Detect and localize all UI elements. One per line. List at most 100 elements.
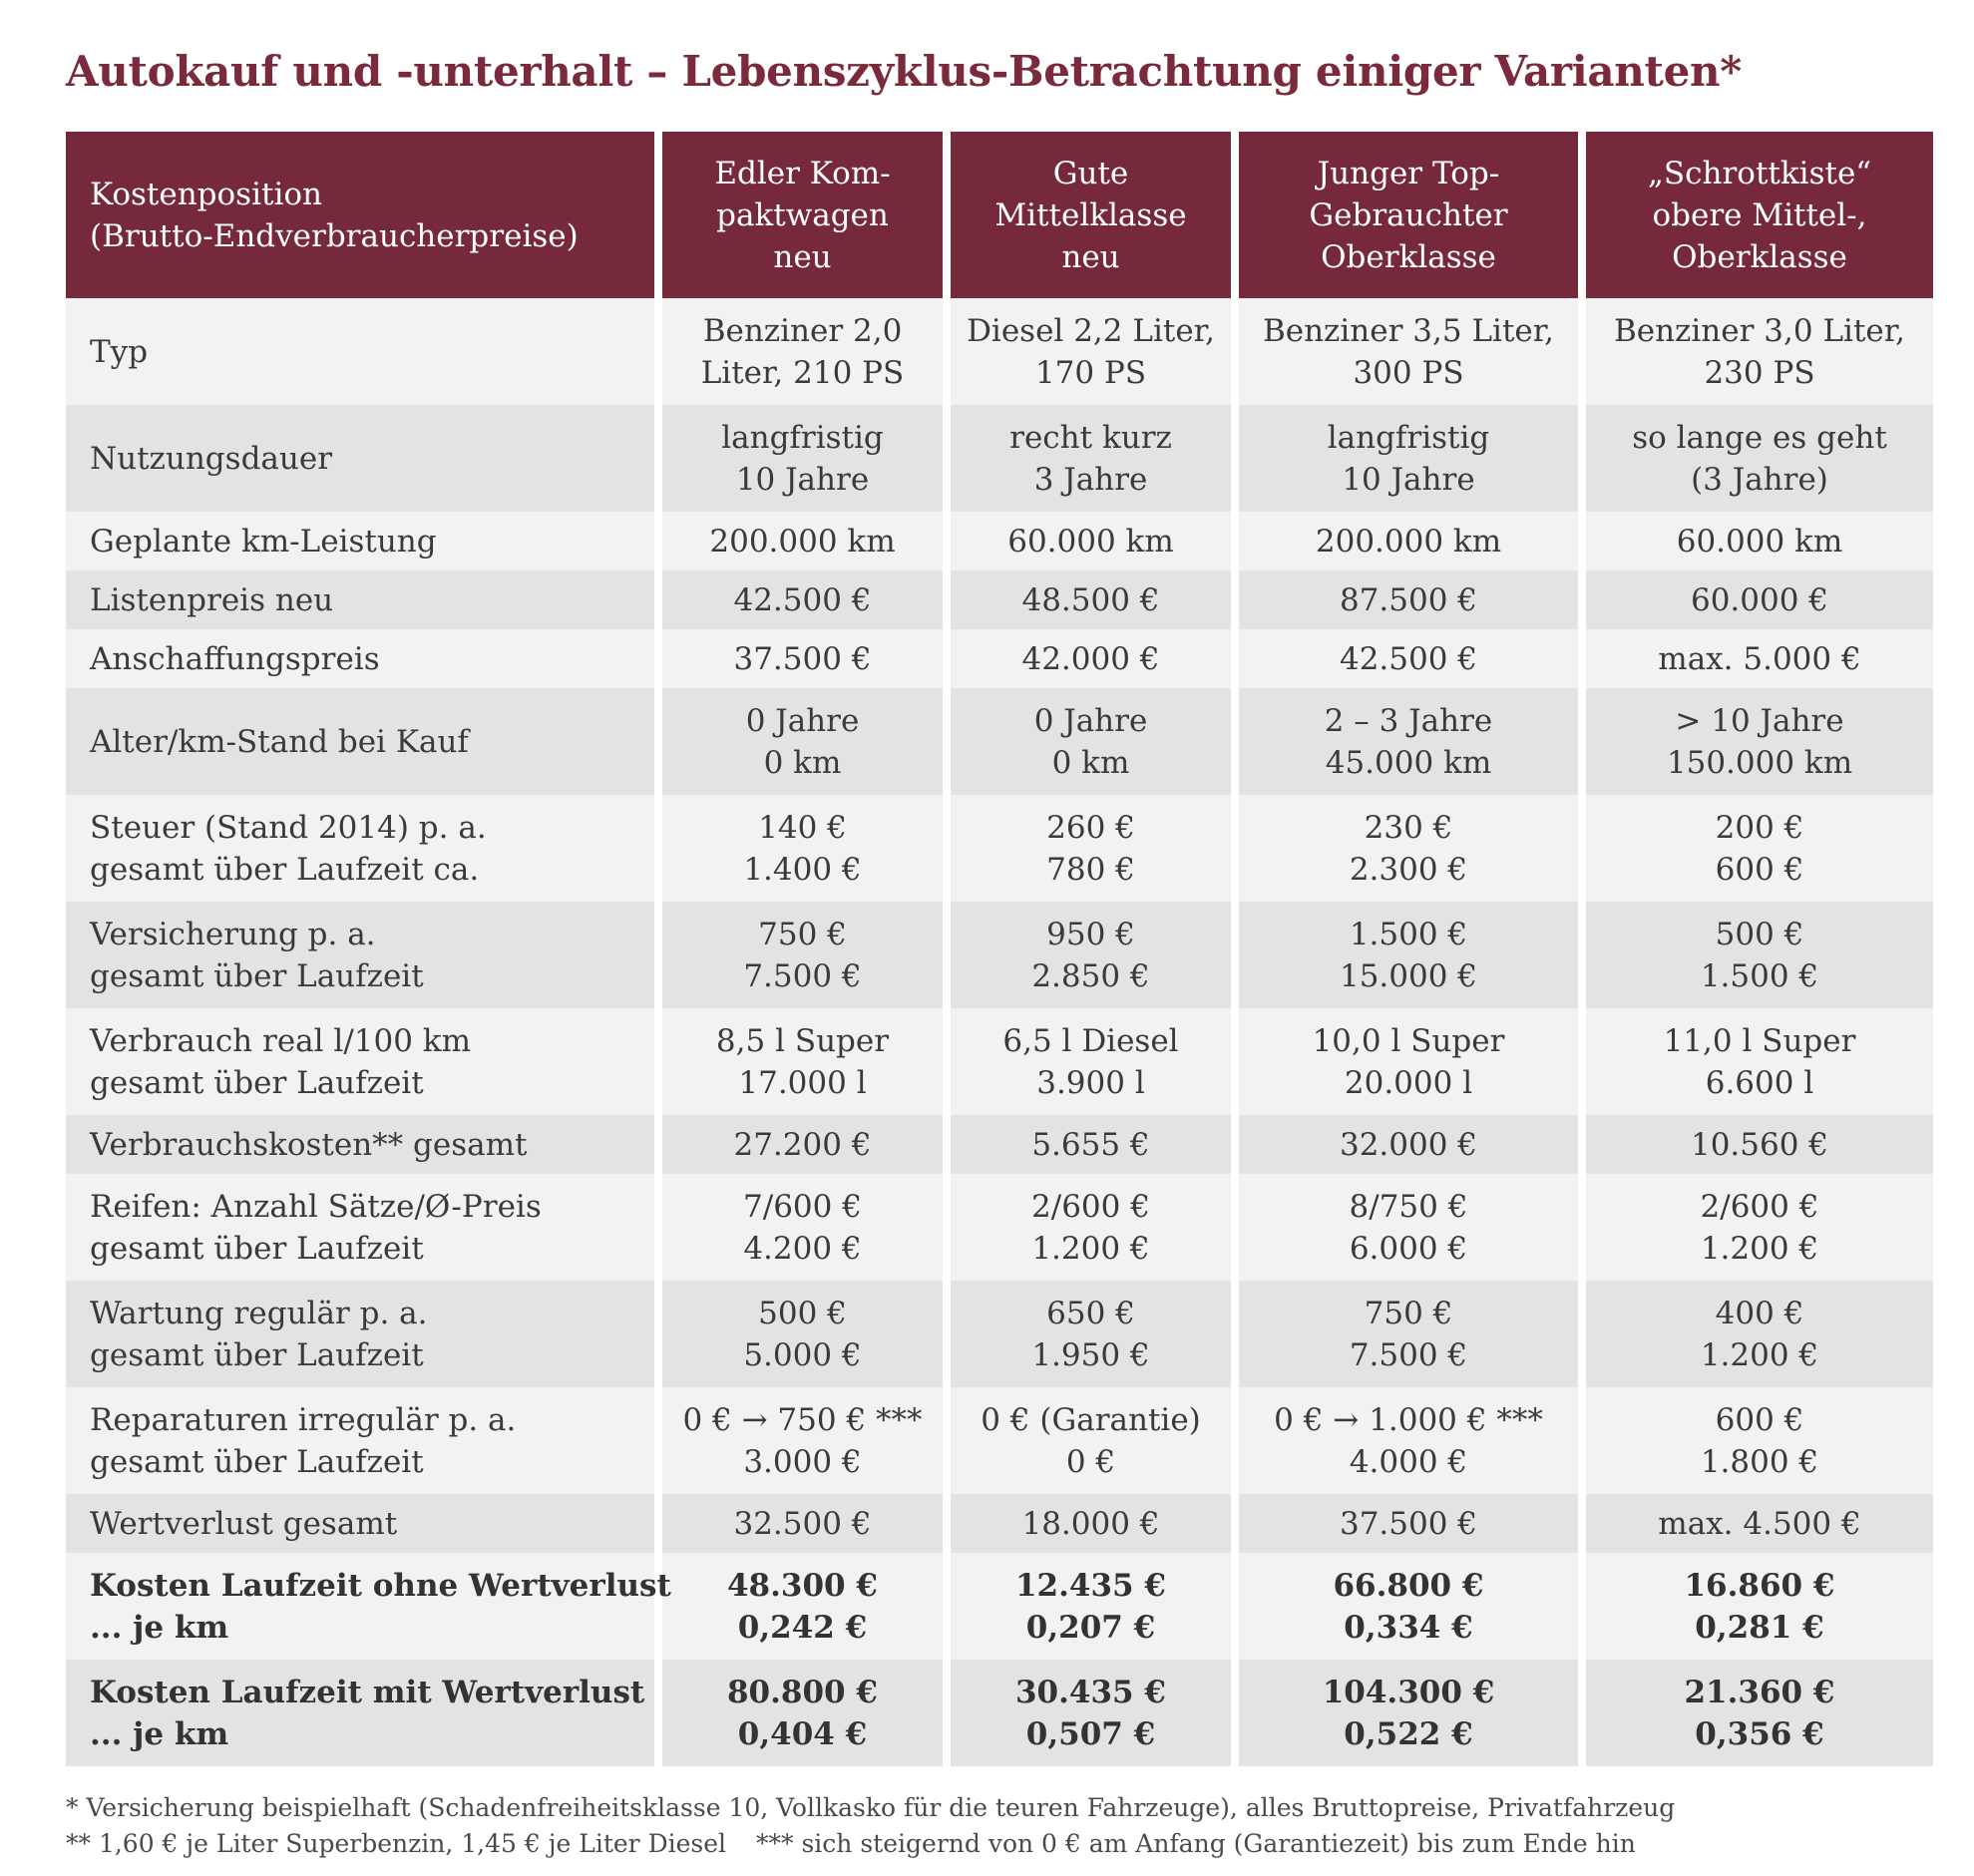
header-line: Edler Kom- xyxy=(714,155,891,191)
cell-value: Benziner 2,0 xyxy=(702,312,903,349)
row-label-line: Nutzungsdauer xyxy=(90,440,333,477)
column-header-kostenposition: Kostenposition (Brutto-Endverbraucherpre… xyxy=(66,132,654,298)
table-cell: Benziner 3,0 Liter, 230 PS xyxy=(1586,298,1933,405)
cell-value: 1.950 € xyxy=(1031,1336,1150,1373)
cell-value: 66.800 € xyxy=(1333,1567,1484,1604)
table-cell: 650 € 1.950 € xyxy=(951,1281,1231,1387)
table-cell: 600 € 1.800 € xyxy=(1586,1387,1933,1494)
table-cell: 16.860 € 0,281 € xyxy=(1586,1553,1933,1660)
table-cell: 42.500 € xyxy=(662,570,943,629)
cell-value: 300 PS xyxy=(1353,354,1464,391)
footnote-fuel-and-repairs: ** 1,60 € je Liter Superbenzin, 1,45 € j… xyxy=(66,1826,1675,1862)
table-cell: 2/600 € 1.200 € xyxy=(951,1174,1231,1281)
column-header-kompaktwagen: Edler Kom- paktwagen neu xyxy=(662,132,943,298)
table-body: Typ Benziner 2,0 Liter, 210 PS Diesel 2,2 L… xyxy=(66,298,1933,1766)
cell-value: 2.300 € xyxy=(1349,851,1468,888)
table-cell: 200 € 600 € xyxy=(1586,795,1933,902)
cell-value: langfristig xyxy=(721,419,884,456)
row-label-line: gesamt über Laufzeit xyxy=(90,1336,424,1373)
cell-value: 0 km xyxy=(763,744,842,781)
table-cell: 230 € 2.300 € xyxy=(1239,795,1578,902)
row-label: Reparaturen irregulär p. a. gesamt über L… xyxy=(66,1387,654,1494)
table-row: Versicherung p. a. gesamt über Laufzeit 75… xyxy=(66,902,1933,1008)
cell-value: 2.850 € xyxy=(1031,957,1150,994)
cell-value: 260 € xyxy=(1046,809,1135,846)
cell-value: 32.000 € xyxy=(1339,1126,1478,1163)
table-cell: 5.655 € xyxy=(951,1115,1231,1174)
cell-value: 3.900 l xyxy=(1036,1064,1145,1101)
cell-value: 0 € → 1.000 € *** xyxy=(1274,1401,1543,1438)
cell-value: 5.655 € xyxy=(1031,1126,1150,1163)
table-cell: 260 € 780 € xyxy=(951,795,1231,902)
cell-value: 7/600 € xyxy=(743,1188,862,1225)
row-label-line: Steuer (Stand 2014) p. a. xyxy=(90,809,487,846)
cell-value: 780 € xyxy=(1046,851,1135,888)
row-label-line: gesamt über Laufzeit ca. xyxy=(90,851,480,888)
row-label-line: Geplante km-Leistung xyxy=(90,523,437,560)
footnote-fuel-price: ** 1,60 € je Liter Superbenzin, 1,45 € j… xyxy=(66,1829,727,1858)
table-row: Geplante km-Leistung 200.000 km 60.000 km 2… xyxy=(66,512,1933,570)
cell-value: 140 € xyxy=(758,809,847,846)
table-cell: 2/600 € 1.200 € xyxy=(1586,1174,1933,1281)
cell-value: 0 € xyxy=(1065,1443,1116,1480)
cell-value: Benziner 3,5 Liter, xyxy=(1262,312,1555,349)
header-line: „Schrottkiste“ xyxy=(1647,155,1872,191)
cell-value: 1.500 € xyxy=(1349,916,1468,952)
table-cell: 18.000 € xyxy=(951,1494,1231,1553)
header-line: Junger Top- xyxy=(1317,155,1500,191)
table-cell: langfristig 10 Jahre xyxy=(1239,405,1578,512)
cell-value: 500 € xyxy=(758,1295,847,1331)
cell-value: 6.000 € xyxy=(1349,1230,1468,1267)
cell-value: 230 € xyxy=(1364,809,1453,846)
cell-value: 45.000 km xyxy=(1325,744,1492,781)
cell-value: 6,5 l Diesel xyxy=(1002,1022,1179,1059)
header-line: Gebrauchter xyxy=(1309,196,1508,233)
row-label-line: Typ xyxy=(90,333,149,370)
row-label-line: Verbrauch real l/100 km xyxy=(90,1022,471,1059)
table-cell: 48.300 € 0,242 € xyxy=(662,1553,943,1660)
row-label: Verbrauch real l/100 km gesamt über Laufz… xyxy=(66,1008,654,1115)
table-cell: 42.000 € xyxy=(951,629,1231,688)
table-cell: 32.000 € xyxy=(1239,1115,1578,1174)
table-cell: max. 4.500 € xyxy=(1586,1494,1933,1553)
row-label: Geplante km-Leistung xyxy=(66,512,654,570)
table-cell: 8,5 l Super 17.000 l xyxy=(662,1008,943,1115)
table-row: Alter/km-Stand bei Kauf 0 Jahre 0 km 0 Jahr… xyxy=(66,688,1933,795)
cell-value: 1.200 € xyxy=(1700,1336,1819,1373)
table-cell: 500 € 1.500 € xyxy=(1586,902,1933,1008)
cell-value: 2/600 € xyxy=(1031,1188,1150,1225)
table-cell: 42.500 € xyxy=(1239,629,1578,688)
cell-value: max. 4.500 € xyxy=(1658,1505,1861,1542)
cell-value: 750 € xyxy=(1364,1295,1453,1331)
cell-value: 600 € xyxy=(1715,1401,1804,1438)
cell-value: 48.500 € xyxy=(1021,581,1160,618)
cell-value: 10.560 € xyxy=(1690,1126,1829,1163)
table-cell: 30.435 € 0,507 € xyxy=(951,1660,1231,1766)
row-label-line: gesamt über Laufzeit xyxy=(90,1443,424,1480)
cell-value: 1.500 € xyxy=(1700,957,1819,994)
row-label-line: ... je km xyxy=(90,1715,229,1752)
cell-value: 60.000 km xyxy=(1007,523,1174,560)
cell-value: 32.500 € xyxy=(733,1505,872,1542)
row-label-line: Verbrauchskosten** gesamt xyxy=(90,1126,528,1163)
header-line: neu xyxy=(773,238,832,275)
cell-value: recht kurz xyxy=(1009,419,1172,456)
table-row: Nutzungsdauer langfristig 10 Jahre recht ku… xyxy=(66,405,1933,512)
cell-value: 60.000 km xyxy=(1676,523,1843,560)
table-row: Wartung regulär p. a. gesamt über Laufzei… xyxy=(66,1281,1933,1387)
table-cell: 200.000 km xyxy=(662,512,943,570)
table-row: Kosten Laufzeit ohne Wertverlust ... je k… xyxy=(66,1553,1933,1660)
row-label-line: Wertverlust gesamt xyxy=(90,1505,398,1542)
cell-value: 20.000 l xyxy=(1344,1064,1473,1101)
header-line: Oberklasse xyxy=(1672,238,1847,275)
row-label: Wertverlust gesamt xyxy=(66,1494,654,1553)
table-row: Kosten Laufzeit mit Wertverlust ... je km… xyxy=(66,1660,1933,1766)
cell-value: 0,356 € xyxy=(1695,1715,1824,1752)
table-row: Typ Benziner 2,0 Liter, 210 PS Diesel 2,2 L… xyxy=(66,298,1933,405)
cell-value: > 10 Jahre xyxy=(1675,702,1844,739)
table-cell: 0 Jahre 0 km xyxy=(662,688,943,795)
row-label-line: Reifen: Anzahl Sätze/Ø-Preis xyxy=(90,1188,542,1225)
table-cell: 80.800 € 0,404 € xyxy=(662,1660,943,1766)
cell-value: 7.500 € xyxy=(743,957,862,994)
table-cell: recht kurz 3 Jahre xyxy=(951,405,1231,512)
